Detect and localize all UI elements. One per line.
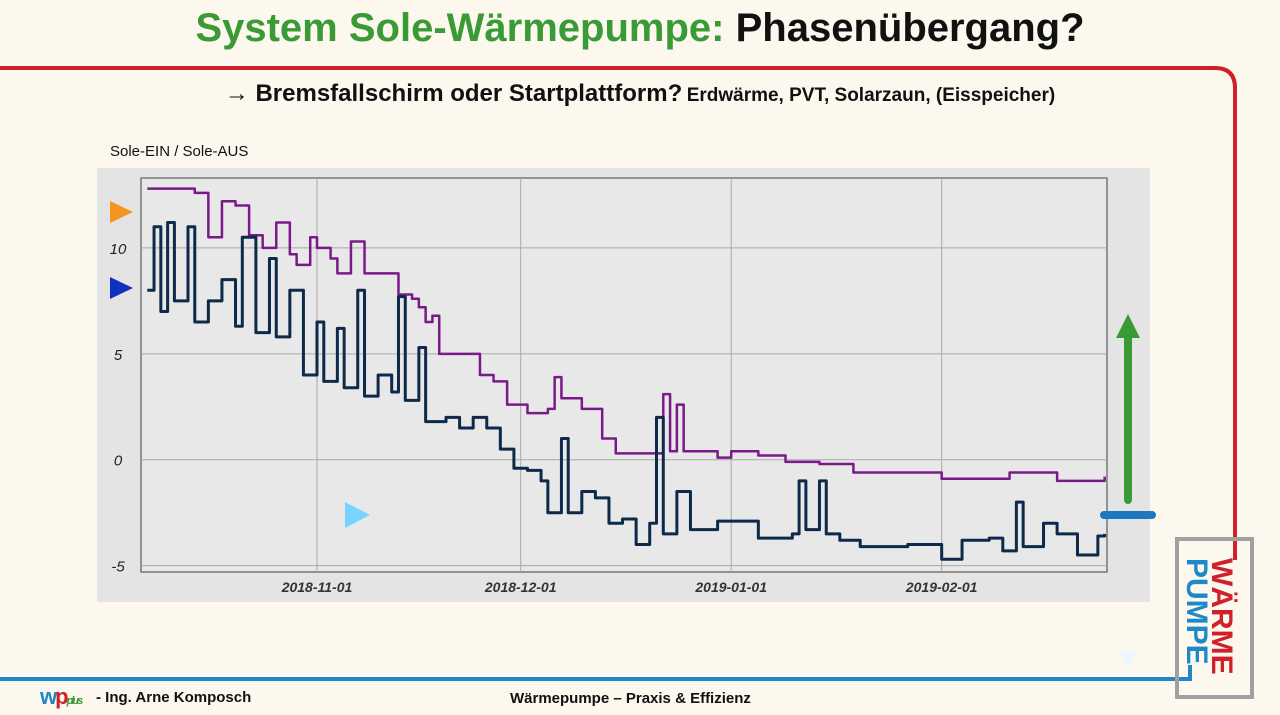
y-tick-label: 10: [110, 241, 127, 258]
y-tick-label: 5: [114, 347, 123, 364]
subtitle-main: → Bremsfallschirm oder Startplattform?: [224, 80, 683, 107]
wp-plus-logo: wpplus: [40, 684, 83, 709]
footer-title: Wärmepumpe – Praxis & Effizienz: [510, 690, 751, 707]
slide-title: System Sole-Wärmepumpe: Phasenübergang?: [0, 6, 1280, 51]
title-black: Phasenübergang?: [735, 6, 1085, 50]
waermepumpe-badge: [1175, 537, 1254, 699]
slide-subtitle: → Bremsfallschirm oder Startplattform? E…: [0, 80, 1280, 108]
series-line-1: [147, 220, 1107, 561]
x-tick-label: 2019-01-01: [694, 579, 767, 595]
series-line-0: [147, 187, 1106, 483]
badge-top: WÄRME: [1205, 558, 1238, 675]
frame-blue-line: [0, 665, 1192, 681]
y-tick-label: 0: [114, 453, 123, 470]
arrow-right-icon: [345, 502, 370, 528]
chart-title: Sole-EIN / Sole-AUS: [110, 143, 249, 160]
x-tick-label: 2018-11-01: [281, 579, 353, 595]
marker-orange-icon: [110, 201, 133, 223]
marker-blue-icon: [110, 277, 133, 299]
arrow-up-icon: [1116, 314, 1140, 338]
subtitle-small: Erdwärme, PVT, Solarzaun, (Eisspeicher): [686, 85, 1056, 106]
title-green: System Sole-Wärmepumpe:: [195, 6, 725, 50]
footer-author: - Ing. Arne Komposch: [96, 689, 252, 706]
y-tick-label: -5: [111, 559, 125, 576]
arrow-down-icon: [1117, 650, 1139, 666]
x-tick-label: 2019-02-01: [905, 579, 978, 595]
x-tick-label: 2018-12-01: [484, 579, 557, 595]
frame-red-line: [0, 66, 1237, 560]
badge-bottom: PUMPE: [1180, 558, 1213, 665]
